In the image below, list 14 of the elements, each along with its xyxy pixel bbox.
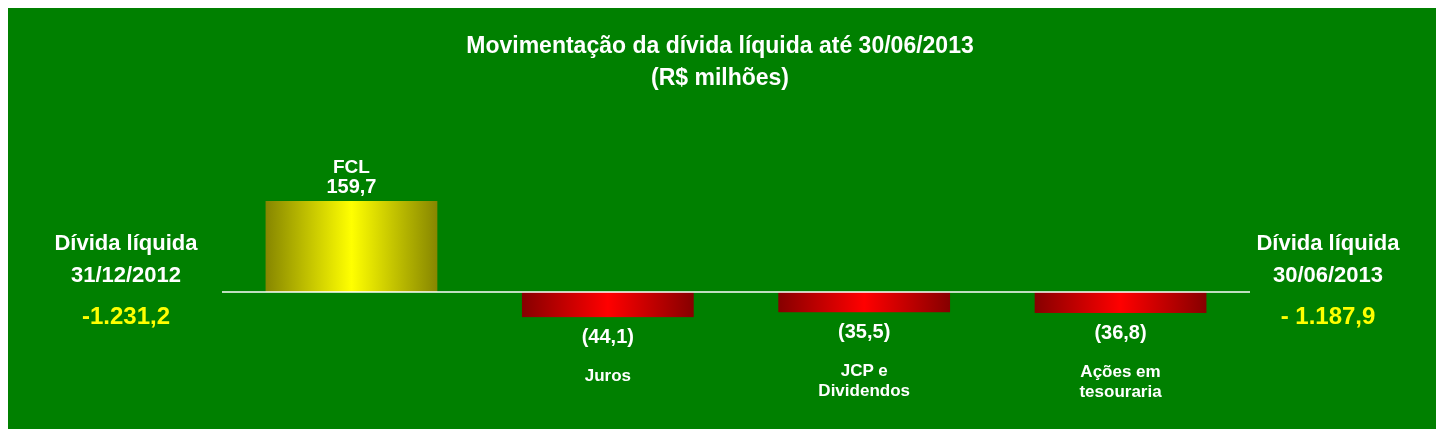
data-label: (36,8) xyxy=(1094,320,1147,343)
x-tick-label: JCP e Dividendos xyxy=(818,361,910,401)
chart-title: Movimentação da dívida líquida até 30/06/2013 xyxy=(466,32,974,58)
data-label: (44,1) xyxy=(581,325,634,348)
x-tick-label: Ações em tesouraria xyxy=(1079,361,1163,401)
data-label: (35,5) xyxy=(838,320,891,343)
text: -1.231,2 xyxy=(81,302,171,329)
text: Dívida líquida 30/06/2013 xyxy=(1256,230,1401,287)
x-tick-label: Juros xyxy=(584,366,631,386)
data-label: 159,7 xyxy=(326,175,377,197)
chart-subtitle: (R$ milhões) xyxy=(650,64,790,90)
x-tick-label: FCL xyxy=(332,156,371,177)
text: Dívida líquida 31/12/2012 xyxy=(54,230,199,287)
text: - 1.187,9 xyxy=(1280,302,1376,329)
